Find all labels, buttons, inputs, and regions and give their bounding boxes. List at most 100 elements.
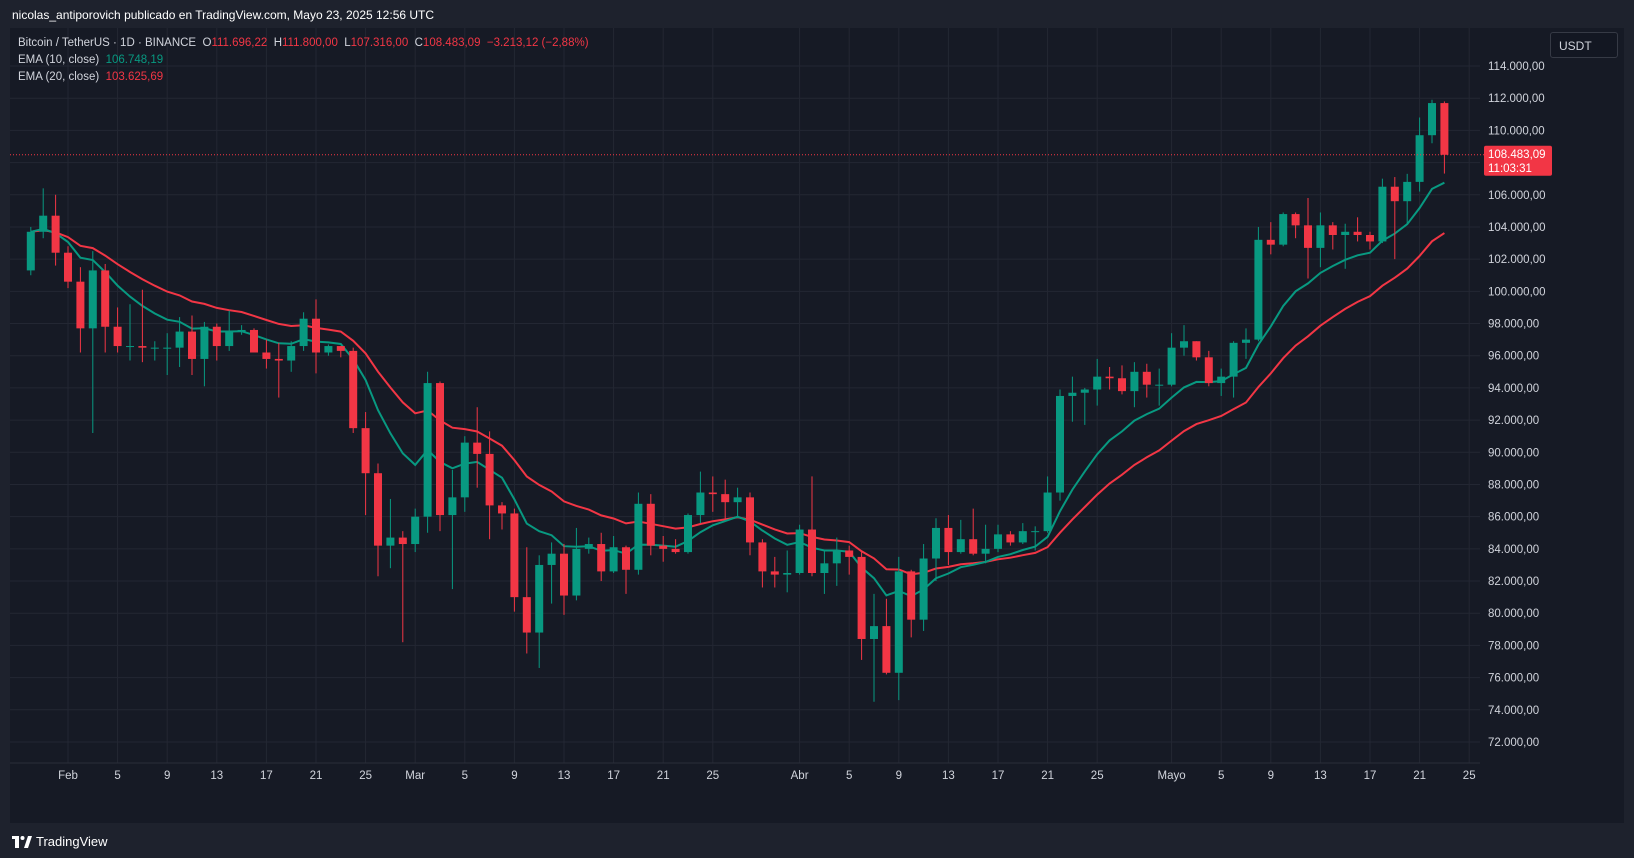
candle[interactable] — [1167, 333, 1176, 387]
candle[interactable] — [560, 544, 568, 615]
candle[interactable] — [1080, 387, 1089, 425]
candle[interactable] — [200, 321, 209, 387]
candle[interactable] — [870, 593, 878, 702]
currency-button[interactable]: USDT — [1550, 32, 1618, 58]
candle[interactable] — [250, 328, 258, 353]
candle[interactable] — [1142, 363, 1151, 398]
candle[interactable] — [1056, 389, 1064, 501]
candle[interactable] — [1043, 476, 1052, 533]
candle[interactable] — [225, 310, 234, 351]
candle[interactable] — [460, 436, 469, 512]
candle[interactable] — [783, 550, 792, 593]
ema20-row[interactable]: EMA (20, close) 103.625,69 — [18, 69, 589, 86]
ema10-row[interactable]: EMA (10, close) 106.748,19 — [18, 52, 589, 69]
candle[interactable] — [1031, 526, 1040, 551]
candle[interactable] — [1204, 350, 1213, 387]
candle[interactable] — [795, 524, 804, 575]
candle[interactable] — [411, 508, 420, 553]
candle[interactable] — [1440, 101, 1449, 174]
candle[interactable] — [721, 479, 730, 520]
candle[interactable] — [956, 519, 965, 554]
candle[interactable] — [1068, 376, 1077, 422]
chart-pane[interactable] — [10, 28, 1624, 823]
candle[interactable] — [113, 307, 122, 353]
candle[interactable] — [547, 542, 556, 604]
candle[interactable] — [274, 342, 283, 398]
candle[interactable] — [1353, 217, 1362, 242]
candle[interactable] — [188, 315, 196, 376]
candle[interactable] — [845, 545, 854, 575]
candle[interactable] — [944, 515, 953, 565]
candle[interactable] — [622, 545, 630, 594]
candle[interactable] — [535, 555, 544, 668]
candle[interactable] — [696, 471, 705, 524]
candle[interactable] — [770, 556, 779, 588]
candle[interactable] — [349, 347, 358, 433]
candle[interactable] — [498, 502, 506, 530]
candle[interactable] — [1390, 177, 1399, 260]
candle[interactable] — [1366, 231, 1374, 250]
candle[interactable] — [746, 492, 754, 556]
candlestick-chart[interactable]: 114.000,00112.000,00110.000,00108.000,00… — [10, 28, 1624, 823]
candle[interactable] — [1180, 325, 1188, 356]
candle[interactable] — [374, 463, 382, 577]
candle[interactable] — [981, 524, 990, 564]
candle[interactable] — [88, 251, 97, 433]
candle[interactable] — [312, 299, 320, 374]
candle[interactable] — [1291, 212, 1300, 239]
candle[interactable] — [448, 469, 457, 590]
candle[interactable] — [212, 323, 221, 361]
candle[interactable] — [919, 544, 928, 631]
candle[interactable] — [1217, 368, 1226, 396]
candle[interactable] — [1316, 212, 1325, 268]
candle[interactable] — [436, 381, 444, 532]
candle[interactable] — [1242, 328, 1250, 359]
candle[interactable] — [101, 263, 110, 353]
candle[interactable] — [882, 598, 891, 675]
candle[interactable] — [361, 412, 370, 516]
candle[interactable] — [1229, 341, 1238, 398]
candle[interactable] — [163, 333, 172, 376]
candle[interactable] — [907, 569, 916, 638]
candle[interactable] — [1403, 173, 1412, 224]
candle[interactable] — [572, 527, 581, 601]
candle[interactable] — [646, 494, 655, 556]
candle[interactable] — [684, 513, 692, 554]
candle[interactable] — [262, 339, 271, 369]
candle[interactable] — [1006, 531, 1015, 546]
candle[interactable] — [1192, 341, 1201, 361]
candle[interactable] — [659, 535, 668, 562]
candle[interactable] — [894, 556, 903, 701]
candle[interactable] — [1341, 223, 1350, 269]
candle[interactable] — [1428, 99, 1436, 144]
candle[interactable] — [758, 539, 767, 588]
tradingview-logo[interactable]: TradingView — [12, 834, 108, 849]
candle[interactable] — [597, 532, 606, 582]
candle[interactable] — [832, 537, 841, 586]
candle[interactable] — [386, 498, 395, 569]
candle[interactable] — [1328, 222, 1337, 250]
candle[interactable] — [26, 226, 35, 276]
candle[interactable] — [708, 476, 717, 512]
candle[interactable] — [1279, 212, 1288, 247]
candle[interactable] — [510, 508, 519, 612]
candle[interactable] — [1378, 178, 1387, 244]
candle[interactable] — [64, 246, 72, 289]
candle[interactable] — [1254, 226, 1263, 342]
candle[interactable] — [994, 524, 1002, 553]
candle[interactable] — [76, 267, 85, 353]
candle[interactable] — [1130, 362, 1139, 408]
candle[interactable] — [609, 535, 618, 573]
candle[interactable] — [1093, 358, 1102, 406]
candle[interactable] — [584, 537, 593, 554]
candle[interactable] — [175, 317, 184, 367]
candle[interactable] — [39, 188, 48, 239]
candle[interactable] — [522, 547, 531, 654]
candle[interactable] — [857, 552, 866, 660]
candle[interactable] — [1105, 366, 1114, 390]
candle[interactable] — [485, 431, 494, 540]
candle[interactable] — [324, 344, 333, 356]
candle[interactable] — [1266, 222, 1275, 255]
candle[interactable] — [398, 531, 407, 643]
candle[interactable] — [932, 518, 940, 582]
